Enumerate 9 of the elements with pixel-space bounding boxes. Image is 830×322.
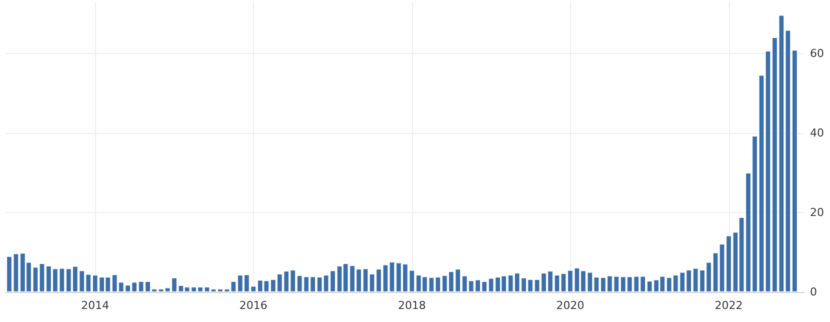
x-tick-label: 2018 — [398, 299, 426, 312]
x-tick-label: 2022 — [714, 299, 743, 312]
y-tick-label: 60 — [810, 47, 824, 60]
y-tick-label: 40 — [810, 126, 824, 140]
y-tick-label: 0 — [810, 286, 817, 298]
x-tick-label: 2014 — [81, 299, 110, 312]
x-tick-label: 2020 — [556, 299, 584, 312]
y-tick-label: 20 — [810, 206, 824, 220]
x-tick-label: 2016 — [239, 299, 268, 312]
